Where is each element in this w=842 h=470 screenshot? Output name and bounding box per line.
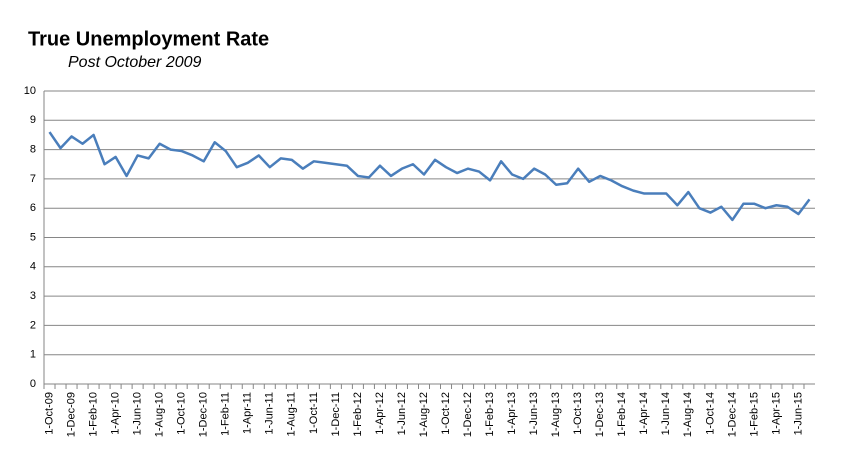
- y-tick-label: 9: [30, 114, 36, 126]
- x-tick-label: 1-Jun-10: [132, 392, 144, 435]
- x-tick-label: 1-Apr-11: [242, 392, 254, 434]
- x-tick-label: 1-Oct-11: [308, 392, 320, 434]
- x-tick-label: 1-Apr-12: [374, 392, 386, 435]
- y-tick-label: 5: [30, 231, 36, 243]
- x-tick-label: 1-Oct-13: [572, 392, 584, 435]
- x-tick-label: 1-Dec-10: [198, 392, 210, 437]
- x-tick-label: 1-Apr-10: [109, 392, 121, 435]
- x-tick-label: 1-Apr-15: [770, 392, 782, 435]
- x-tick-label: 1-Oct-12: [440, 392, 452, 435]
- x-tick-label: 1-Dec-14: [726, 392, 738, 437]
- y-tick-label: 7: [30, 173, 36, 185]
- x-tick-label: 1-Aug-14: [682, 392, 694, 437]
- y-tick-label: 8: [30, 144, 36, 156]
- x-tick-label: 1-Feb-14: [616, 392, 628, 437]
- x-tick-label: 1-Aug-13: [550, 392, 562, 437]
- y-tick-label: 1: [30, 349, 36, 361]
- x-tick-label: 1-Aug-11: [286, 392, 298, 436]
- x-tick-label: 1-Dec-12: [462, 392, 474, 437]
- x-tick-label: 1-Dec-13: [594, 392, 606, 437]
- y-tick-label: 3: [30, 290, 36, 302]
- x-tick-label: 1-Oct-09: [43, 392, 55, 435]
- x-tick-label: 1-Aug-10: [154, 392, 166, 437]
- y-tick-label: 0: [30, 378, 36, 390]
- x-tick-label: 1-Oct-10: [176, 392, 188, 435]
- x-tick-label: 1-Apr-13: [506, 392, 518, 435]
- line-series: [48, 131, 811, 222]
- x-tick-label: 1-Aug-12: [418, 392, 430, 437]
- x-tick-label: 1-Jun-15: [792, 392, 804, 435]
- x-tick-label: 1-Apr-14: [638, 392, 650, 435]
- chart-title: True Unemployment Rate: [28, 28, 269, 50]
- x-tick-label: 1-Dec-11: [330, 392, 342, 436]
- chart-subtitle: Post October 2009: [68, 54, 202, 71]
- x-tick-label: 1-Feb-11: [220, 392, 232, 436]
- x-tick-label: 1-Feb-12: [352, 392, 364, 437]
- y-tick-label: 6: [30, 202, 36, 214]
- y-tick-label: 10: [24, 85, 36, 97]
- x-tick-label: 1-Feb-10: [87, 392, 99, 437]
- x-tick-label: 1-Jun-11: [264, 392, 276, 435]
- x-tick-label: 1-Dec-09: [65, 392, 77, 437]
- y-tick-label: 2: [30, 319, 36, 331]
- x-tick-label: 1-Jun-14: [660, 392, 672, 435]
- x-tick-label: 1-Feb-13: [484, 392, 496, 437]
- x-tick-label: 1-Feb-15: [748, 392, 760, 437]
- x-tick-label: 1-Jun-12: [396, 392, 408, 435]
- y-tick-label: 4: [30, 261, 36, 273]
- x-tick-label: 1-Jun-13: [528, 392, 540, 435]
- x-tick-label: 1-Oct-14: [704, 392, 716, 435]
